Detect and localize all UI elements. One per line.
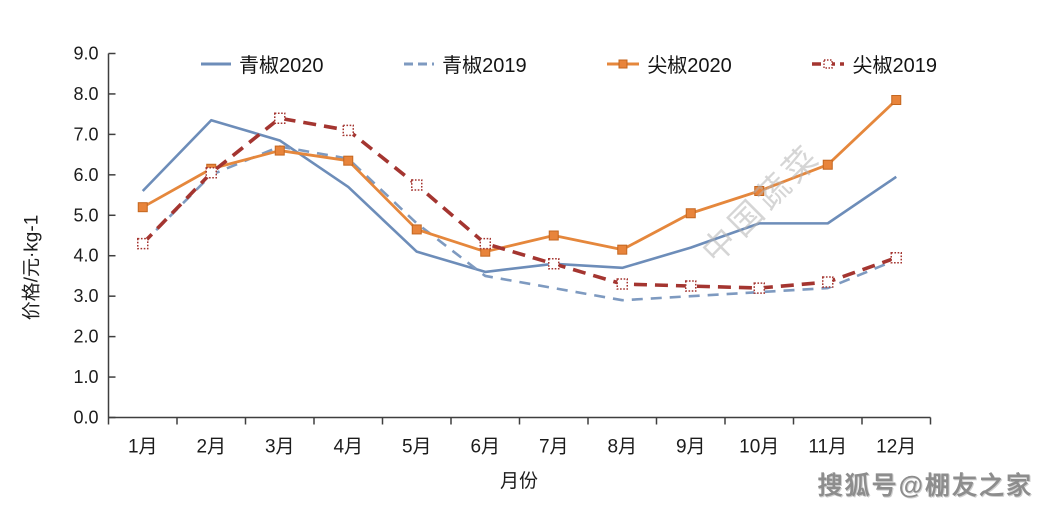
x-tick-label: 5月 — [402, 437, 432, 458]
y-tick-label: 3.0 — [73, 286, 98, 306]
series-2-marker — [617, 244, 628, 255]
series-3-marker — [890, 251, 902, 264]
x-tick-label: 7月 — [539, 437, 569, 458]
series-2-marker — [548, 230, 559, 241]
legend-item-qingjiao-2020: 青椒2020 — [200, 49, 324, 78]
legend-item-qingjiao-2019: 青椒2019 — [403, 49, 527, 78]
y-tick-label: 7.0 — [73, 124, 98, 144]
y-tick-label: 8.0 — [73, 84, 98, 104]
legend-item-jianjiao-2020: 尖椒2020 — [606, 49, 732, 78]
legend-dashed-red-line-marker-icon — [812, 58, 845, 69]
legend-dashed-blue-line-icon — [404, 62, 435, 65]
series-2-marker — [411, 224, 422, 235]
y-axis-title: 价格/元·kg-1 — [21, 214, 43, 321]
x-tick-label: 8月 — [607, 437, 637, 458]
y-tick-label: 6.0 — [73, 165, 98, 185]
series-line-2 — [142, 98, 898, 254]
x-tick-label: 9月 — [676, 437, 706, 458]
series-3-marker — [342, 124, 354, 137]
series-2-marker — [891, 95, 902, 106]
y-tick-label: 5.0 — [73, 205, 98, 225]
series-3-marker — [479, 237, 491, 250]
legend-label: 尖椒2020 — [647, 55, 732, 77]
y-tick-label: 9.0 — [73, 44, 98, 64]
series-line-0 — [141, 118, 897, 274]
series-3-marker — [685, 280, 697, 292]
series-line-1 — [141, 145, 897, 302]
legend-orange-line-square-marker-icon — [607, 59, 640, 68]
x-axis-title: 月份 — [499, 471, 538, 492]
y-tick-label: 1.0 — [73, 367, 98, 387]
x-tick-label: 6月 — [470, 437, 500, 458]
series-2-marker — [343, 155, 354, 166]
series-3-marker — [411, 179, 423, 191]
x-tick-label: 3月 — [265, 437, 295, 458]
series-2-marker — [137, 202, 148, 213]
series-3-marker — [753, 282, 765, 294]
series-3-marker — [274, 112, 286, 124]
series-2-marker — [822, 159, 833, 170]
legend-label: 尖椒2019 — [852, 55, 937, 77]
x-tick-label: 2月 — [196, 437, 226, 458]
series-2-marker — [754, 186, 765, 197]
legend-solid-blue-line-icon — [201, 62, 231, 65]
x-tick-label: 4月 — [333, 437, 363, 458]
x-tick-label: 12月 — [876, 437, 916, 458]
chart-legend: 青椒2020 青椒2019 尖椒2020 尖椒2019 — [200, 49, 937, 78]
series-line-3 — [141, 116, 897, 290]
series-3-marker — [205, 167, 217, 179]
series-2-marker — [685, 208, 696, 219]
legend-label: 青椒2020 — [239, 55, 324, 77]
legend-item-jianjiao-2019: 尖椒2019 — [811, 49, 937, 78]
x-tick-label: 11月 — [808, 437, 847, 458]
series-3-marker — [616, 278, 628, 290]
series-2-marker — [274, 145, 285, 156]
legend-label: 青椒2019 — [442, 55, 527, 77]
series-3-marker — [822, 276, 834, 288]
watermark-sohu-account: 搜狐号@棚友之家 — [817, 472, 1033, 500]
y-tick-label: 4.0 — [73, 246, 98, 266]
series-3-marker — [548, 258, 560, 270]
y-tick-label: 0.0 — [73, 408, 98, 428]
x-tick-label: 10月 — [739, 437, 779, 458]
series-3-marker — [137, 237, 149, 250]
y-tick-label: 2.0 — [73, 327, 98, 347]
x-tick-label: 1月 — [128, 437, 158, 458]
